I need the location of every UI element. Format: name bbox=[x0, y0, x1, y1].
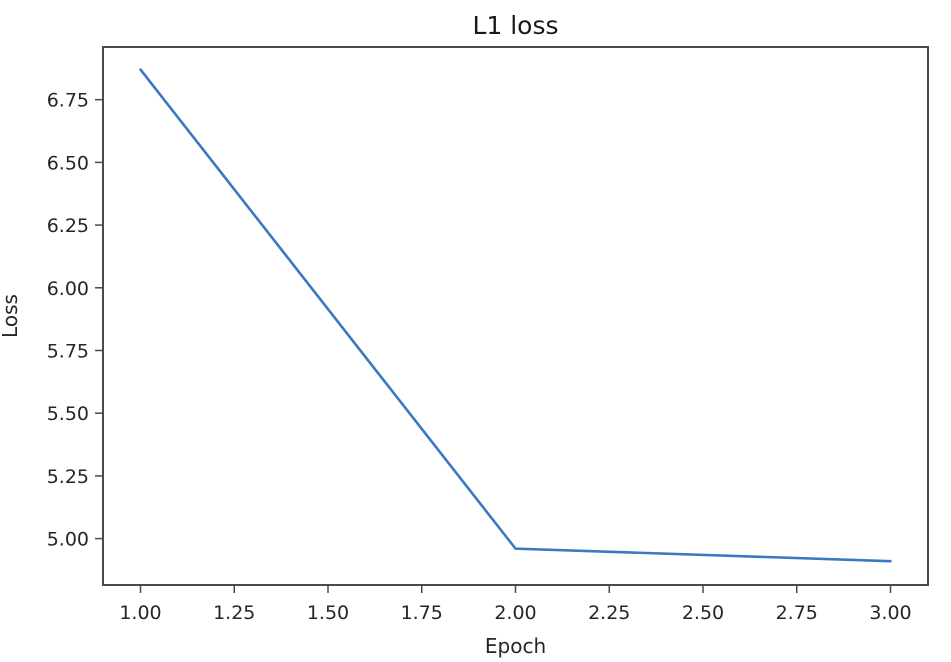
series-group bbox=[139, 68, 892, 563]
x-tick-label: 1.50 bbox=[307, 602, 349, 624]
chart-title: L1 loss bbox=[472, 11, 558, 40]
plot-frame bbox=[102, 46, 929, 586]
x-tick-label: 2.75 bbox=[776, 602, 818, 624]
series-line bbox=[139, 68, 892, 563]
y-tick-label: 6.00 bbox=[47, 278, 89, 300]
y-tick-label: 6.25 bbox=[47, 215, 89, 237]
x-tick-label: 1.75 bbox=[401, 602, 443, 624]
x-tick-label: 1.00 bbox=[119, 602, 161, 624]
y-tick-label: 5.75 bbox=[47, 340, 89, 362]
x-axis-title: Epoch bbox=[485, 634, 546, 658]
y-tick-label: 5.50 bbox=[47, 403, 89, 425]
x-tick-label: 2.00 bbox=[494, 602, 536, 624]
y-tick-label: 5.00 bbox=[47, 529, 89, 551]
x-tick-label: 1.25 bbox=[213, 602, 255, 624]
x-tick-label: 2.50 bbox=[682, 602, 724, 624]
y-axis: 5.00 5.25 5.50 5.75 6.00 6.25 6.50 6.75 bbox=[47, 90, 103, 551]
y-tick-label: 5.25 bbox=[47, 466, 89, 488]
x-tick-label: 3.00 bbox=[869, 602, 911, 624]
x-axis: 1.00 1.25 1.50 1.75 2.00 2.25 2.50 2.75 3.00 bbox=[119, 585, 912, 624]
y-axis-title: Loss bbox=[0, 294, 22, 338]
y-tick-label: 6.50 bbox=[47, 152, 89, 174]
x-tick-label: 2.25 bbox=[588, 602, 630, 624]
y-tick-label: 6.75 bbox=[47, 90, 89, 112]
